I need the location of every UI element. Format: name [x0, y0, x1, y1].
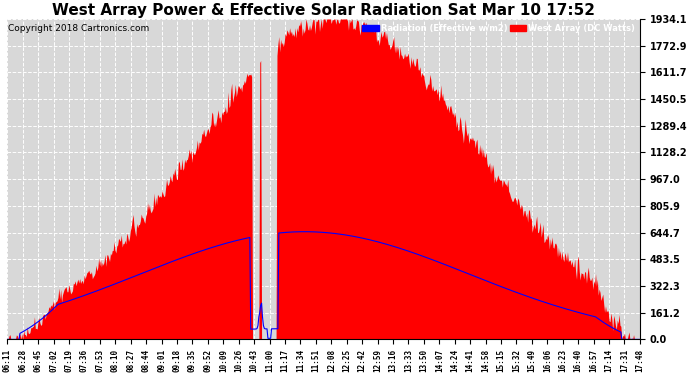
Title: West Array Power & Effective Solar Radiation Sat Mar 10 17:52: West Array Power & Effective Solar Radia… — [52, 3, 595, 18]
Legend: Radiation (Effective w/m2), West Array (DC Watts): Radiation (Effective w/m2), West Array (… — [362, 23, 635, 34]
Text: Copyright 2018 Cartronics.com: Copyright 2018 Cartronics.com — [8, 24, 149, 33]
